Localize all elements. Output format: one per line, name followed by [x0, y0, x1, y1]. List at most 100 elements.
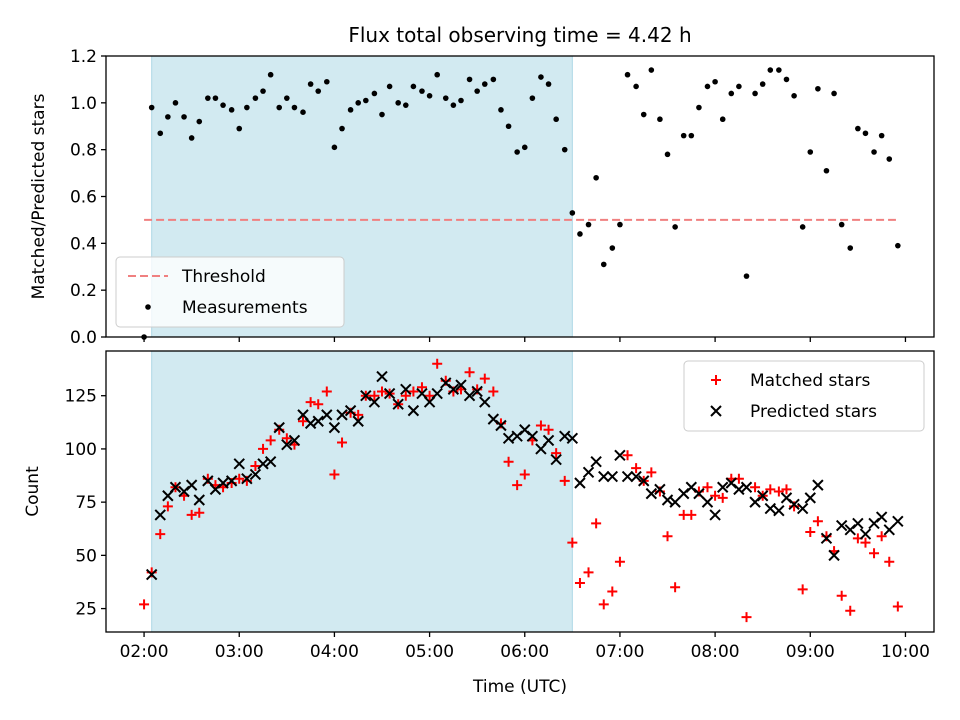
matched-star-point: [717, 492, 728, 503]
measurement-point: [300, 109, 306, 115]
x-axis-label: Time (UTC): [472, 677, 567, 697]
measurement-point: [363, 97, 369, 104]
predicted-star-point: [463, 389, 476, 402]
measurement-point: [148, 104, 155, 111]
y-tick-label: 125: [65, 387, 97, 407]
measurement-point: [371, 90, 378, 97]
measurement-point: [680, 132, 687, 139]
predicted-star-point: [360, 389, 372, 402]
matched-star-point: [519, 469, 530, 480]
measurement-point: [165, 114, 171, 120]
measurement-point: [743, 273, 750, 279]
measurement-point: [291, 104, 298, 111]
measurement-point: [410, 83, 417, 90]
measurement-point: [244, 104, 250, 111]
predicted-star-point: [502, 432, 515, 444]
measurement-point: [538, 74, 544, 80]
matched-star-point: [139, 599, 150, 610]
measurement-point: [752, 90, 758, 97]
measurement-point: [640, 111, 647, 118]
measurement-point: [474, 88, 480, 94]
matched-star-point: [598, 599, 609, 610]
y-tick-label: 0.2: [70, 281, 97, 301]
measurement-point: [514, 149, 520, 155]
measurement-point: [498, 107, 504, 113]
y-tick-label: 0.4: [70, 234, 97, 254]
measurement-point: [815, 85, 821, 92]
predicted-star-point: [479, 396, 491, 408]
y-axis-label: Matched/Predicted stars: [29, 93, 49, 299]
measurement-point: [624, 71, 631, 78]
measurement-point: [895, 242, 901, 249]
matched-star-point: [155, 529, 166, 540]
measurement-point: [212, 95, 219, 101]
measurement-point: [324, 78, 330, 85]
predicted-star-point: [273, 421, 285, 434]
measurement-point: [236, 125, 243, 132]
measurement-point: [458, 97, 464, 104]
y-tick-label: 1.0: [70, 94, 97, 114]
predicted-star-point: [154, 509, 166, 521]
measurement-point: [545, 81, 552, 87]
predicted-star-point: [606, 470, 619, 483]
matched-star-point: [194, 507, 205, 518]
measurement-point: [505, 123, 512, 130]
predicted-star-point: [249, 468, 262, 481]
predicted-star-point: [852, 517, 864, 530]
predicted-star-point: [392, 398, 404, 410]
matched-star-point: [860, 537, 871, 548]
measurement-point: [284, 95, 290, 101]
measurement-point: [648, 67, 655, 73]
matched-star-point: [416, 382, 427, 393]
predicted-star-point: [669, 496, 681, 508]
predicted-star-point: [336, 409, 348, 421]
measurement-point: [823, 167, 830, 174]
predicted-star-point: [859, 528, 872, 540]
measurement-point: [847, 245, 854, 251]
matched-star-point: [400, 390, 411, 401]
matched-star-point: [337, 437, 348, 448]
matched-star-point: [186, 509, 197, 520]
predicted-star-point: [542, 434, 555, 447]
matched-star-point: [773, 486, 784, 497]
matched-star-point: [710, 490, 721, 501]
measurement-point: [355, 100, 362, 106]
predicted-star-point: [820, 532, 833, 545]
predicted-star-point: [788, 498, 800, 510]
x-tick-label: 04:00: [310, 642, 359, 662]
predicted-star-point: [312, 415, 324, 427]
predicted-star-point: [693, 487, 705, 500]
matched-star-point: [781, 484, 792, 495]
matched-star-point: [631, 463, 642, 474]
x-tick-label: 05:00: [405, 642, 454, 662]
predicted-star-point: [733, 483, 745, 496]
measurement-point: [529, 95, 536, 101]
legend-matched-swatch: [711, 375, 721, 385]
predicted-star-point: [717, 481, 729, 493]
measurement-point: [481, 81, 488, 87]
legend: Matched stars Predicted stars: [683, 360, 925, 432]
measurement-point: [569, 210, 576, 216]
predicted-star-point: [352, 415, 364, 427]
matched-star-point: [797, 584, 808, 595]
matched-star-point: [479, 373, 490, 384]
matched-star-point: [750, 482, 761, 493]
matched-star-point: [488, 386, 499, 397]
measurement-point: [315, 88, 322, 94]
measurement-point: [767, 67, 774, 73]
matched-star-point: [298, 416, 309, 427]
predicted-star-point: [638, 475, 650, 487]
predicted-star-point: [471, 385, 483, 398]
matched-star-point: [377, 386, 387, 397]
matched-star-point: [535, 420, 546, 431]
predicted-star-point: [495, 419, 507, 432]
predicted-star-point: [321, 409, 333, 421]
matched-star-point: [559, 475, 570, 486]
measurement-point: [791, 93, 797, 99]
measurement-point: [776, 67, 782, 73]
y-tick-label: 25: [75, 600, 97, 620]
predicted-star-point: [225, 475, 238, 487]
predicted-star-point: [892, 515, 904, 528]
x-tick-label: 03:00: [215, 642, 264, 662]
